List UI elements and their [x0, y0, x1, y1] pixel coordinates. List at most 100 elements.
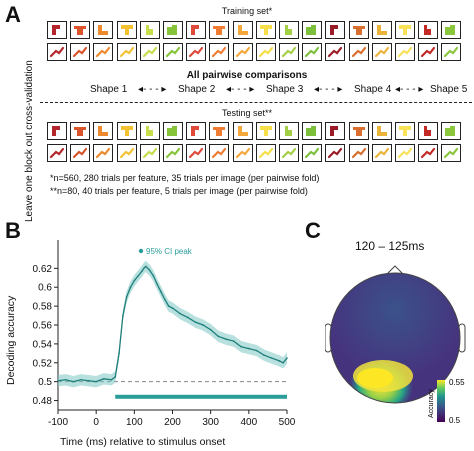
- accuracy-point: [152, 275, 155, 277]
- line-tile: [325, 43, 346, 61]
- shape-4-label: Shape 4: [354, 84, 392, 95]
- shape-tile: [47, 122, 67, 140]
- shape-tile: [325, 21, 346, 39]
- line-tile: [371, 144, 392, 162]
- line-tile: [70, 144, 91, 162]
- shape-tile: [163, 122, 183, 140]
- line-tile: [163, 144, 183, 162]
- line-tile: [186, 43, 207, 61]
- line-tile: [47, 144, 67, 162]
- line-tile: [348, 144, 369, 162]
- y-tick-label: 0.62: [33, 264, 53, 275]
- colorbar-max-label: 0.55: [449, 378, 465, 387]
- shape-arrow-2: ◂- - - ▸: [226, 84, 255, 95]
- shape-tile: [371, 21, 392, 39]
- ci-band: [58, 260, 287, 388]
- ci-peak-legend: 95% CI peak: [146, 247, 193, 256]
- shape-tile: [209, 122, 230, 140]
- accuracy-line: [57, 265, 288, 383]
- x-axis-label: Time (ms) relative to stimulus onset: [60, 436, 225, 448]
- accuracy-point: [167, 305, 170, 307]
- colorbar-min-label: 0.5: [449, 416, 461, 425]
- shape-tile: [441, 122, 462, 140]
- shape-tile: [93, 21, 114, 39]
- line-tile: [371, 43, 392, 61]
- shape-tile: [255, 122, 276, 140]
- significance-bar: [115, 394, 287, 399]
- shape-tile: [348, 21, 369, 39]
- shape-tile: [186, 21, 207, 39]
- training-note: *n=560, 280 trials per feature, 35 trial…: [50, 173, 320, 183]
- decoding-accuracy-chart: 0.48 0.5 0.52 0.54 0.56 0.58 0.6 0.62 -100 0 100 20…: [5, 240, 296, 448]
- accuracy-point: [95, 380, 97, 383]
- shape-tile: [93, 122, 114, 140]
- line-tile: [348, 43, 369, 61]
- scalp-topography-map: 0.55 0.5 Accuracy: [325, 265, 466, 425]
- line-tile: [279, 144, 299, 162]
- testing-tile-grid: [47, 122, 467, 166]
- accuracy-point: [179, 312, 181, 315]
- accuracy-point: [255, 349, 258, 352]
- shape-tile: [116, 21, 137, 39]
- shape-tile: [395, 122, 415, 140]
- x-tick-label: 0: [93, 417, 99, 428]
- accuracy-point: [282, 361, 284, 364]
- x-tick-label: 400: [240, 417, 257, 428]
- line-tile: [209, 144, 230, 162]
- shape-tile: [325, 122, 346, 140]
- shape-tile: [302, 21, 323, 39]
- panel-c-letter: C: [305, 218, 321, 243]
- ci-band-area: [58, 260, 287, 388]
- accuracy-point: [148, 269, 151, 272]
- accuracy-point: [64, 378, 67, 381]
- accuracy-point: [80, 378, 82, 381]
- x-tick-label: 100: [126, 417, 143, 428]
- line-tile: [441, 144, 462, 162]
- accuracy-point: [194, 321, 197, 323]
- line-tile: [418, 144, 439, 162]
- accuracy-point: [87, 379, 90, 382]
- shape-tile: [418, 21, 439, 39]
- accuracy-point: [240, 345, 242, 348]
- accuracy-point: [72, 380, 75, 383]
- pairwise-comparisons-title: All pairwise comparisons: [186, 70, 308, 81]
- line-tile: [209, 43, 230, 61]
- accuracy-point: [114, 376, 117, 378]
- line-tile: [395, 144, 415, 162]
- accuracy-point: [103, 378, 105, 380]
- line-tile: [93, 43, 114, 61]
- accuracy-point: [122, 314, 124, 317]
- accuracy-point: [209, 328, 212, 331]
- shape-tile: [186, 122, 207, 140]
- shape-tile: [232, 122, 253, 140]
- shape-tile: [70, 21, 91, 39]
- shape-arrow-4: ◂- - - ▸: [395, 84, 424, 95]
- shape-arrow-3: ◂- - - ▸: [314, 84, 343, 95]
- cross-validation-label: Leave one block out cross-validation: [24, 60, 35, 222]
- line-tile: [441, 43, 462, 61]
- line-tile: [325, 144, 346, 162]
- line-tile: [255, 43, 276, 61]
- y-tick-label: 0.58: [33, 302, 53, 313]
- line-tile: [47, 43, 67, 61]
- panel-a-letter: A: [5, 2, 21, 27]
- line-tile: [302, 144, 323, 162]
- accuracy-point: [133, 279, 136, 282]
- line-tile: [255, 144, 276, 162]
- x-tick-label: 200: [164, 417, 181, 428]
- shape-tile: [163, 21, 183, 39]
- shape-tile: [139, 122, 160, 140]
- accuracy-point: [270, 357, 273, 359]
- panel-b-letter: B: [5, 218, 21, 243]
- accuracy-point: [186, 316, 189, 319]
- shape-1-label: Shape 1: [90, 84, 128, 95]
- x-tick-label: 300: [202, 417, 219, 428]
- accuracy-point: [143, 267, 145, 270]
- shape-tile: [47, 21, 67, 39]
- shape-tile: [279, 21, 299, 39]
- line-tile: [232, 43, 253, 61]
- shape-tile: [232, 21, 253, 39]
- shape-tile: [441, 21, 462, 39]
- line-tile: [186, 144, 207, 162]
- line-tile: [116, 43, 137, 61]
